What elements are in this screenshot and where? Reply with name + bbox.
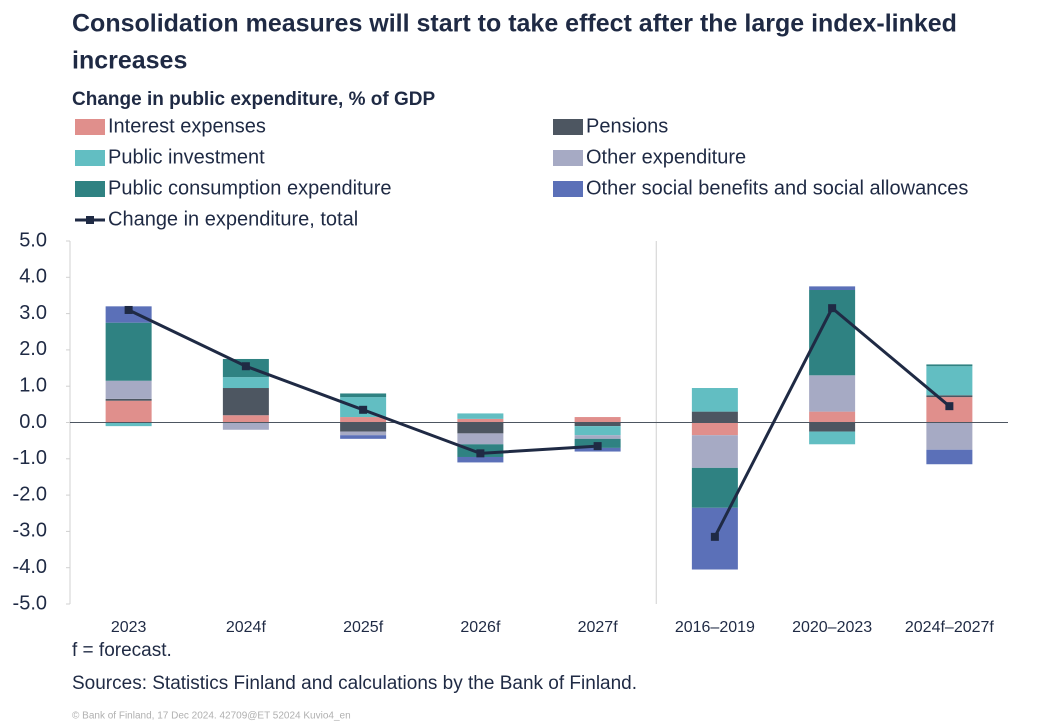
y-tick-label: -4.0	[13, 556, 47, 578]
bar-segment	[222, 388, 269, 416]
x-tick-label: 2026f	[460, 619, 501, 636]
bar-segment	[926, 449, 973, 465]
total-marker	[241, 362, 250, 371]
bar-segment	[340, 435, 387, 439]
legend-label: Pensions	[586, 115, 668, 137]
legend-label: Public investment	[108, 146, 265, 168]
bar-segment	[691, 411, 738, 423]
y-tick-label: 2.0	[19, 338, 47, 360]
bar-segment	[926, 395, 973, 398]
bar-segment	[691, 467, 738, 508]
bar-segment	[222, 422, 269, 430]
bar-segment	[691, 422, 738, 436]
x-tick-label: 2016–2019	[675, 619, 755, 636]
chart-title-line: Consolidation measures will start to tak…	[72, 10, 957, 38]
bar-segment	[105, 398, 152, 401]
bar-segment	[457, 456, 504, 463]
total-marker	[476, 449, 485, 458]
y-tick-label: 1.0	[19, 374, 47, 396]
bar-segment	[105, 380, 152, 399]
copyright: © Bank of Finland, 17 Dec 2024. 42709@ET…	[72, 711, 351, 722]
bar-segment	[574, 426, 621, 436]
legend-swatch	[553, 119, 583, 135]
y-tick-label: 4.0	[19, 266, 47, 288]
legend-swatch	[75, 119, 105, 135]
y-tick-label: -5.0	[13, 592, 47, 614]
bar-segment	[691, 435, 738, 468]
legend-swatch	[553, 181, 583, 197]
bar-segment	[340, 431, 387, 436]
bar-segment	[457, 418, 504, 423]
legend-marker	[86, 216, 94, 224]
footnote: f = forecast.	[72, 640, 172, 661]
legend-swatch	[75, 150, 105, 166]
y-tick-label: 5.0	[19, 229, 47, 251]
x-tick-label: 2027f	[578, 619, 619, 636]
x-tick-label: 2020–2023	[792, 619, 872, 636]
chart-subtitle: Change in public expenditure, % of GDP	[72, 89, 435, 110]
total-marker	[828, 304, 837, 313]
total-marker	[359, 405, 368, 414]
total-marker	[593, 442, 602, 451]
bar-segment	[926, 422, 973, 450]
bar-segment	[574, 435, 621, 439]
bar-segment	[222, 415, 269, 423]
x-tick-label: 2023	[111, 619, 147, 636]
chart-title-line: increases	[72, 47, 187, 75]
bar-segment	[809, 422, 856, 432]
total-marker	[710, 532, 719, 541]
bar-segment	[340, 393, 387, 398]
legend-label: Other social benefits and social allowan…	[586, 177, 968, 199]
bar-segment	[574, 417, 621, 423]
bar-segment	[809, 431, 856, 445]
x-tick-label: 2024f–2027f	[905, 619, 995, 636]
x-tick-label: 2024f	[226, 619, 267, 636]
bar-segment	[105, 306, 152, 323]
bar-segment	[457, 433, 504, 445]
bar-segment	[105, 422, 152, 427]
legend-label: Interest expenses	[108, 115, 266, 137]
total-marker	[945, 402, 954, 411]
bar-segment	[809, 286, 856, 291]
bar-segment	[222, 377, 269, 389]
bar-segment	[809, 290, 856, 376]
legend-swatch	[553, 150, 583, 166]
total-marker	[124, 305, 133, 314]
bar-segment	[340, 417, 387, 423]
source: Sources: Statistics Finland and calculat…	[72, 673, 637, 694]
bar-segment	[105, 400, 152, 423]
y-tick-label: 3.0	[19, 302, 47, 324]
bar-segment	[105, 322, 152, 381]
legend-label: Change in expenditure, total	[108, 208, 358, 230]
bar-segment	[457, 422, 504, 434]
legend-label: Other expenditure	[586, 146, 746, 168]
legend-swatch	[75, 181, 105, 197]
bar-segment	[457, 413, 504, 419]
y-tick-label: 0.0	[19, 411, 47, 433]
bar-segment	[809, 375, 856, 412]
bar-segment	[691, 388, 738, 412]
y-tick-label: -2.0	[13, 483, 47, 505]
bar-segment	[926, 364, 973, 367]
legend-label: Public consumption expenditure	[108, 177, 392, 199]
bar-segment	[340, 422, 387, 432]
bar-segment	[809, 411, 856, 423]
bar-segment	[574, 422, 621, 427]
y-tick-label: -1.0	[13, 447, 47, 469]
x-tick-label: 2025f	[343, 619, 384, 636]
y-tick-label: -3.0	[13, 520, 47, 542]
bar-segment	[926, 366, 973, 396]
